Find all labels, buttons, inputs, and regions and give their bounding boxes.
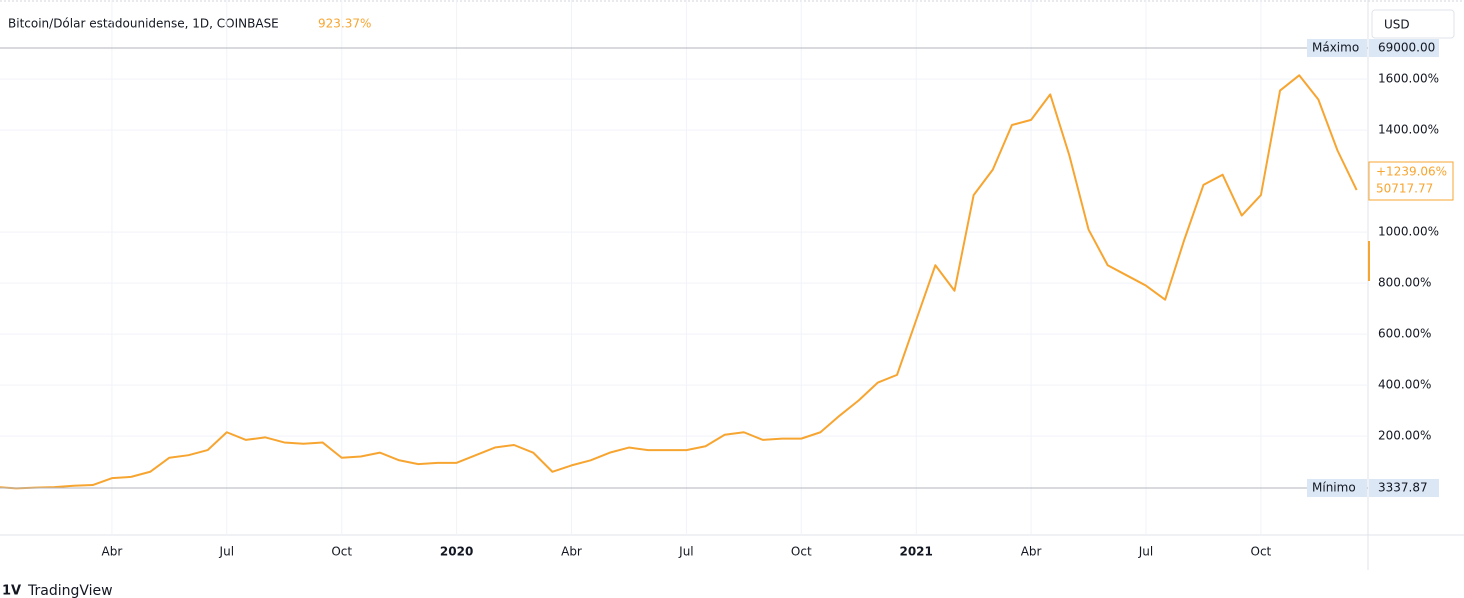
min-value: 3337.87 xyxy=(1378,481,1428,495)
brand: TradingView xyxy=(27,583,113,598)
max-value-bg xyxy=(1369,39,1439,57)
y-tick-label: 1400.00% xyxy=(1378,123,1439,137)
max-label: Máximo xyxy=(1312,41,1359,55)
symbol: Bitcoin/Dólar estadounidense, 1D, COINBA… xyxy=(8,17,279,31)
currency-button[interactable] xyxy=(1371,9,1455,39)
min-value-bg xyxy=(1369,479,1439,497)
x-tick-label: Abr xyxy=(1021,545,1042,559)
brand-logo: 𝟭𝗩 xyxy=(2,584,21,598)
min-tag-bg xyxy=(1307,479,1367,497)
max-tag-bg xyxy=(1307,39,1367,57)
currency[interactable]: USD xyxy=(1384,18,1410,32)
y-tick-label: 600.00% xyxy=(1378,327,1431,341)
price-line xyxy=(0,74,1358,490)
x-tick-label: Oct xyxy=(1251,545,1272,559)
y-tick-label: 400.00% xyxy=(1378,378,1431,392)
x-tick-label: Oct xyxy=(791,545,812,559)
last-price-box xyxy=(1368,161,1454,201)
x-tick-label: Oct xyxy=(331,545,352,559)
x-tick-label: 2020 xyxy=(440,545,473,559)
x-tick-label: Jul xyxy=(678,545,693,559)
x-tick-label: Abr xyxy=(102,545,123,559)
price-marker xyxy=(1368,241,1370,281)
x-tick-label: 2021 xyxy=(899,545,932,559)
y-tick-label: 1600.00% xyxy=(1378,72,1439,86)
y-tick-label: 200.00% xyxy=(1378,429,1431,443)
last-change: +1239.06% xyxy=(1376,165,1447,179)
x-tick-label: Abr xyxy=(561,545,582,559)
min-label: Mínimo xyxy=(1312,481,1356,495)
y-tick-label: 1000.00% xyxy=(1378,225,1439,239)
x-tick-label: Jul xyxy=(1138,545,1153,559)
y-tick-label: 800.00% xyxy=(1378,276,1431,290)
last-price: 50717.77 xyxy=(1376,182,1433,196)
x-tick-label: Jul xyxy=(219,545,234,559)
change: 923.37% xyxy=(318,17,371,31)
max-value: 69000.00 xyxy=(1378,41,1435,55)
